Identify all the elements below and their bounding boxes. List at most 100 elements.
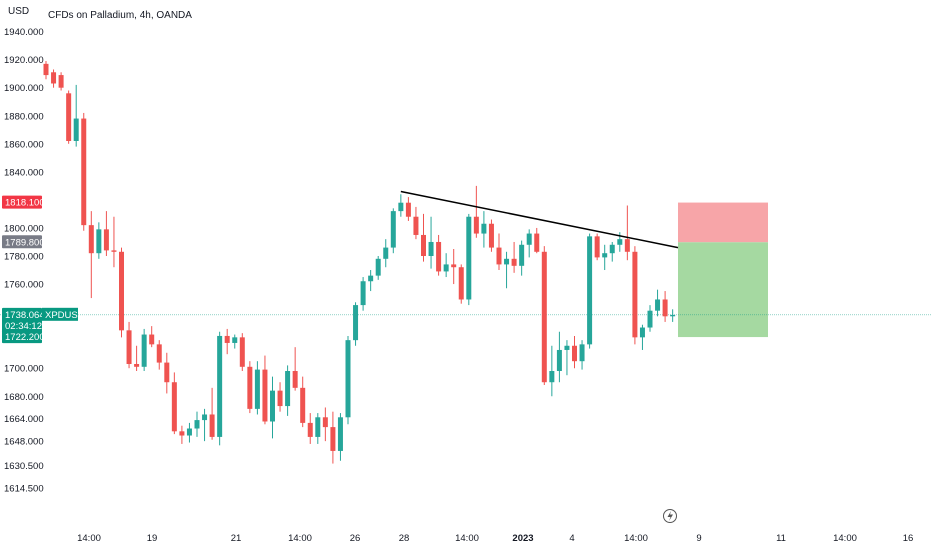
y-tick-label: 1880.000 (4, 111, 44, 122)
price-tags: 1818.100 1789.800 1738.06402:34:121722.200… (2, 195, 85, 344)
candles-layer[interactable] (43, 61, 676, 464)
x-tick-label: 14:00 (455, 533, 479, 544)
candle-body (254, 369, 260, 409)
candle (330, 411, 336, 464)
candle (368, 270, 374, 292)
candle-body (156, 344, 162, 363)
candle (383, 239, 389, 268)
candle-body (134, 363, 140, 367)
y-tick-label: 1664.000 (4, 414, 44, 425)
trendline (400, 190, 679, 249)
candle-body (277, 390, 283, 407)
candle (541, 246, 547, 386)
time-axis[interactable]: 14:00 19 21 14:00 26 28 14:00 2023 4 14:00 9 11 14:0… (77, 533, 913, 544)
candle (458, 264, 464, 304)
candle (119, 247, 124, 338)
candle-body (602, 253, 608, 258)
x-tick-label: 14:00 (833, 533, 857, 544)
candle-body (149, 334, 155, 345)
candle-body (496, 247, 502, 265)
candle-body (239, 337, 245, 367)
candle (473, 185, 479, 238)
candle-body (73, 118, 79, 141)
candle-body (594, 236, 600, 258)
x-tick-label: 28 (399, 533, 410, 544)
candle (209, 387, 215, 440)
target-price-tag-bg (2, 330, 42, 344)
candle (511, 241, 517, 273)
y-tick-label: 1630.500 (4, 461, 44, 472)
candle (307, 413, 313, 444)
candle (43, 61, 49, 80)
target-price-tag-text: 1722.200 (5, 332, 45, 343)
x-tick-label: 2023 (512, 533, 533, 544)
x-tick-label: 21 (231, 533, 242, 544)
candle (322, 407, 328, 442)
candle (134, 345, 140, 372)
candle (337, 413, 343, 461)
candle-body (617, 239, 623, 245)
candle (639, 324, 645, 350)
candle (194, 411, 200, 437)
candle (96, 222, 102, 259)
entry-price-tag-bg (2, 235, 42, 249)
candle-body (587, 236, 593, 345)
candle (217, 331, 223, 446)
candle-body (511, 258, 517, 266)
x-tick-label: 14:00 (77, 533, 101, 544)
candle (504, 251, 510, 289)
current-price-tag-bg (2, 307, 42, 332)
x-tick-label: 4 (569, 533, 574, 544)
candle-body (126, 330, 132, 364)
y-tick-label: 1940.000 (4, 27, 44, 38)
candle-body (541, 251, 547, 383)
candle-body (564, 345, 570, 350)
candle (624, 205, 630, 261)
y-tick-label: 1648.000 (4, 437, 44, 448)
candle (73, 84, 79, 147)
y-tick-label: 1680.000 (4, 392, 44, 403)
candle (655, 289, 661, 317)
candle-body (436, 241, 442, 272)
candle (58, 72, 64, 91)
candle (579, 340, 585, 370)
current-price-tag-text: 1738.064 (5, 310, 45, 321)
x-tick-label: 14:00 (288, 533, 312, 544)
candle (254, 361, 260, 415)
candle-body (383, 247, 389, 259)
current-price-tag-text: 02:34:12 (5, 321, 42, 332)
candle-body (262, 369, 268, 422)
x-tick-label: 16 (903, 533, 914, 544)
candle (353, 302, 359, 346)
candle (239, 333, 245, 372)
candle-body (428, 241, 434, 256)
candle-body (43, 63, 49, 76)
price-axis[interactable]: 1940.000 1920.000 1900.000 1880.000 1860.000… (4, 27, 44, 495)
candle-body (81, 118, 87, 226)
candle (647, 305, 653, 332)
chart-title: CFDs on Palladium, 4h, OANDA (48, 10, 192, 21)
candle-body (632, 251, 638, 338)
risk-zone (678, 202, 768, 243)
candle (602, 244, 608, 271)
candle (526, 229, 532, 258)
candle-body (307, 422, 313, 437)
trendline-layer[interactable] (400, 190, 679, 249)
candle (662, 291, 668, 322)
candle-body (209, 414, 215, 437)
candle-body (413, 216, 419, 235)
candle (443, 253, 449, 278)
y-tick-label: 1614.500 (4, 484, 44, 495)
candle (549, 345, 555, 397)
candle-body (534, 233, 540, 252)
symbol-tag-text: XPDUSD (45, 310, 85, 321)
candle (564, 340, 570, 376)
candle (141, 328, 147, 372)
candle-body (549, 371, 555, 383)
candle-body (270, 390, 275, 422)
position-zones[interactable] (678, 202, 768, 338)
lightning-icon[interactable] (663, 509, 677, 523)
candle (51, 69, 57, 88)
